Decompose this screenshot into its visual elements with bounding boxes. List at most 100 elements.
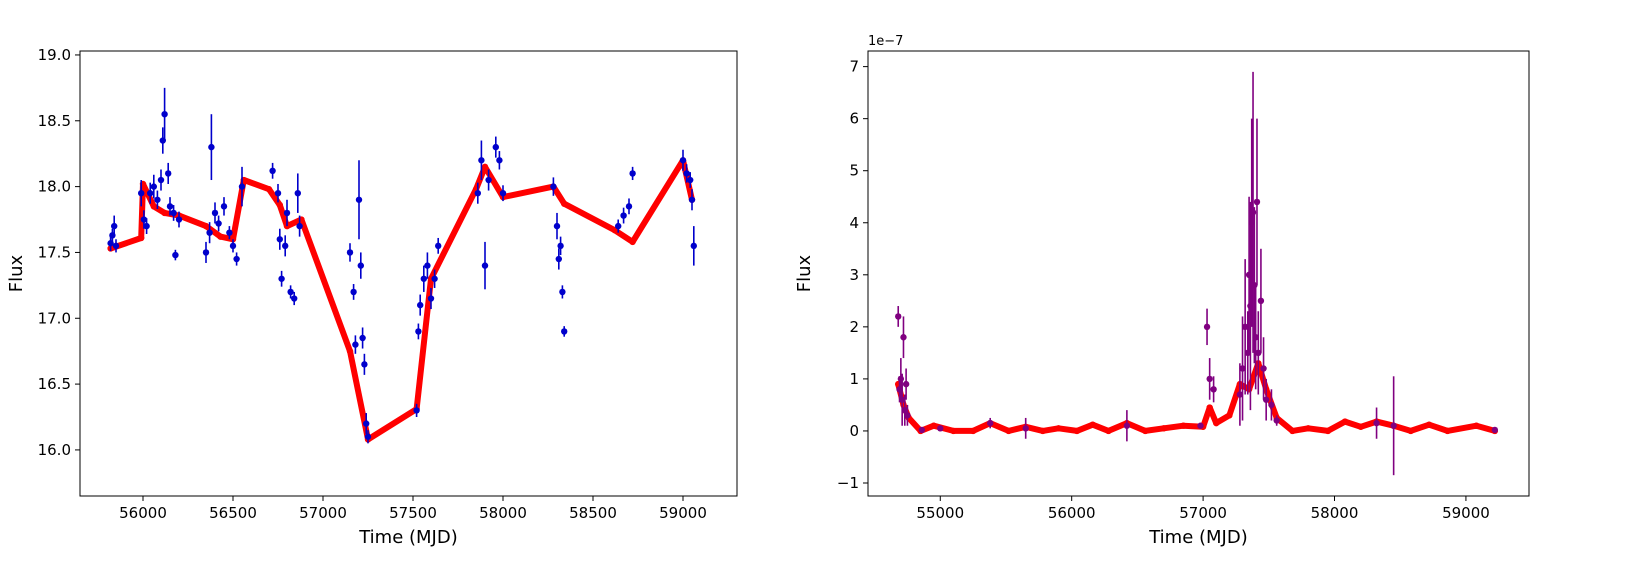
model-point [1005,427,1012,435]
data-marker [202,249,210,256]
data-point [157,169,165,191]
data-point [352,335,359,354]
data-marker [296,222,303,230]
data-point [687,172,694,188]
y-tick-label: 6 [849,110,859,128]
y-axis-label-right: Flux [794,254,815,292]
data-marker [679,157,687,164]
x-tick-label: 56500 [209,504,257,522]
data-point [283,199,291,227]
data-marker [1255,349,1262,357]
data-point [1260,337,1267,400]
data-point [170,205,177,221]
x-axis-label-left: Time (MJD) [358,527,458,548]
data-marker [1262,396,1270,403]
data-point [206,222,213,244]
x-tick-label: 58000 [1311,504,1359,522]
data-point [357,252,364,279]
data-marker [352,341,359,348]
data-marker [1197,422,1204,429]
data-point [474,182,481,204]
data-marker [282,242,289,250]
data-point [415,323,422,340]
data-marker [274,189,282,197]
x-axis-ticks-left: 56000 56500 57000 57500 58000 58500 59000 [119,496,707,522]
data-point [111,215,118,237]
data-point [282,235,289,257]
x-tick-label: 55000 [916,504,964,522]
data-marker [1390,422,1397,429]
y-tick-label: 0 [849,422,859,440]
data-point [1491,426,1499,434]
data-point [620,207,627,224]
data-marker [278,275,285,282]
data-marker [937,425,944,432]
model-point [1473,422,1480,429]
data-point [690,226,697,266]
data-marker [1373,419,1380,427]
data-marker [170,209,177,217]
data-marker [897,375,905,383]
data-point [166,197,174,216]
data-marker [150,183,157,190]
data-point [557,236,564,256]
model-line [895,360,1498,434]
data-point [424,252,431,279]
model-point [629,238,636,246]
data-marker [206,229,213,236]
y-tick-label: 2 [849,318,859,336]
model-point [217,233,224,240]
data-marker [226,229,233,236]
data-point [1273,415,1280,426]
data-marker [481,262,489,269]
model-point [161,209,168,217]
data-marker [276,236,283,243]
chart-left-flux-vs-time: 56000 56500 57000 57500 58000 58500 59000 16.0… [6,46,738,548]
y-tick-label: 19.0 [38,46,71,64]
y-tick-label: 7 [849,58,859,76]
data-point [233,252,240,266]
x-tick-label: 56000 [1048,504,1096,522]
model-line [107,157,695,443]
x-axis-label-right: Time (MJD) [1148,527,1248,548]
data-marker [363,420,370,427]
data-marker [208,143,215,151]
data-marker [415,328,422,335]
data-point [918,426,926,434]
data-marker [1236,391,1244,398]
model-point [930,422,937,429]
data-point [413,403,420,418]
model-point [969,427,977,435]
data-series-left [107,87,697,444]
y-tick-label: 18.5 [38,112,71,130]
data-point [499,185,507,202]
data-marker [165,170,172,177]
model-point [1206,404,1213,411]
y-tick-label: 4 [849,214,859,232]
data-point [688,189,696,211]
data-point [274,183,282,203]
data-marker [350,288,357,296]
data-marker [417,301,424,309]
data-marker [211,209,219,217]
data-point [1203,308,1211,346]
data-point [629,166,636,181]
data-point [1390,376,1397,476]
data-point [1373,407,1380,439]
data-marker [431,275,438,282]
data-point [294,173,301,213]
model-point [1039,427,1046,435]
data-point [1255,311,1262,395]
data-marker [287,288,294,296]
data-point [1268,389,1275,421]
data-point [355,160,363,240]
data-point [550,177,557,196]
data-point [1022,417,1029,439]
data-point [1252,285,1259,390]
data-marker [361,361,368,368]
x-tick-label: 58500 [569,504,617,522]
model-point [202,222,210,230]
data-marker [233,255,240,263]
model-point [346,347,354,355]
data-marker [1252,334,1259,341]
